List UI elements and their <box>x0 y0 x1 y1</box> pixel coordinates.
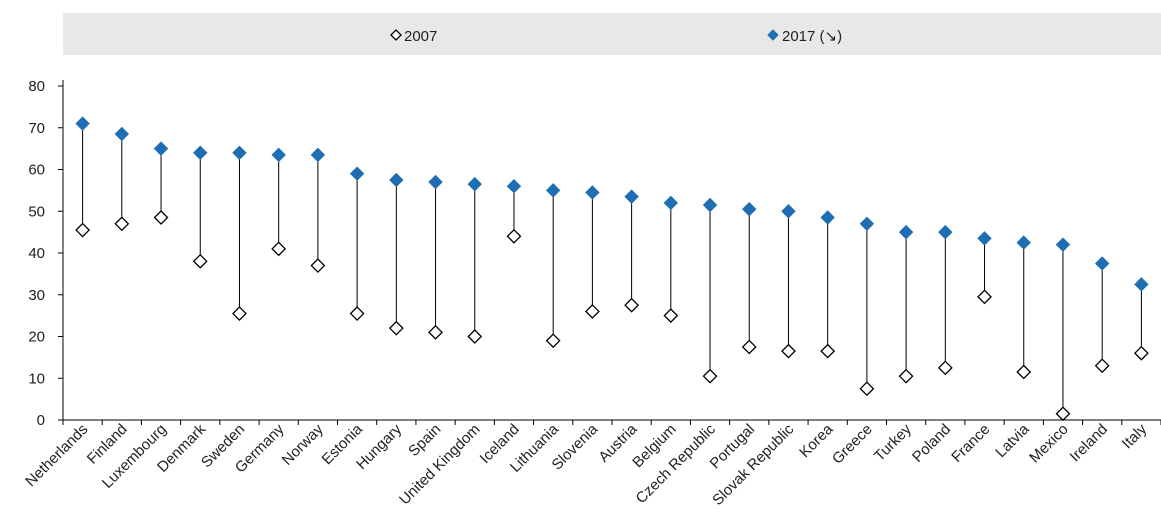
marker-2017 <box>1135 278 1148 291</box>
marker-2017 <box>1096 257 1109 270</box>
marker-2017 <box>76 117 89 130</box>
marker-2007 <box>1017 365 1030 378</box>
marker-2007 <box>939 361 952 374</box>
marker-2017 <box>194 146 207 159</box>
marker-2017 <box>743 203 756 216</box>
marker-2017 <box>390 173 403 186</box>
legend-label-2017: 2017 (↘) <box>782 28 842 45</box>
x-tick-label: Turkey <box>871 420 915 464</box>
marker-2017 <box>821 211 834 224</box>
connectors <box>83 124 1142 414</box>
marker-2017 <box>155 142 168 155</box>
y-axis-ticks: 0 10 20 30 40 50 60 70 80 <box>28 78 63 429</box>
marker-2017 <box>547 184 560 197</box>
marker-2007 <box>155 211 168 224</box>
marker-2007 <box>115 217 128 230</box>
marker-2017 <box>1056 238 1069 251</box>
marker-2017 <box>704 198 717 211</box>
marker-2007 <box>625 299 638 312</box>
marker-2017 <box>664 196 677 209</box>
marker-2007 <box>351 307 364 320</box>
marker-2007 <box>468 330 481 343</box>
marker-2017 <box>978 232 991 245</box>
x-tick-label: Greece <box>829 421 876 468</box>
y-tick-label: 10 <box>28 370 45 387</box>
marker-2007 <box>978 290 991 303</box>
marker-2007 <box>782 345 795 358</box>
marker-2007 <box>547 334 560 347</box>
marker-2017 <box>233 146 246 159</box>
x-tick-label: Mexico <box>1026 421 1072 467</box>
marker-2007 <box>743 340 756 353</box>
marker-2017 <box>860 217 873 230</box>
marker-2007 <box>76 224 89 237</box>
y-tick-label: 50 <box>28 203 45 220</box>
marker-2017 <box>468 178 481 191</box>
axes <box>63 80 1161 420</box>
marker-2017 <box>586 186 599 199</box>
y-tick-label: 80 <box>28 78 45 95</box>
marker-2007 <box>900 370 913 383</box>
x-tick-label: France <box>948 421 993 466</box>
marker-2017 <box>939 226 952 239</box>
x-tick-label: Ireland <box>1067 421 1111 465</box>
x-tick-label: Italy <box>1119 420 1151 452</box>
y-tick-label: 0 <box>37 412 45 429</box>
marker-2007 <box>1056 407 1069 420</box>
marker-2007 <box>272 242 285 255</box>
x-tick-label: Netherlands <box>22 421 91 490</box>
legend-background <box>63 13 1161 55</box>
marker-2007 <box>664 309 677 322</box>
marker-2017 <box>272 148 285 161</box>
y-tick-label: 30 <box>28 287 45 304</box>
y-tick-label: 40 <box>28 245 45 262</box>
marker-2007 <box>586 305 599 318</box>
marker-2017 <box>429 176 442 189</box>
x-tick-label: Norway <box>279 420 327 468</box>
marker-2007 <box>704 370 717 383</box>
marker-2007 <box>821 345 834 358</box>
marker-2017 <box>900 226 913 239</box>
marker-2017 <box>351 167 364 180</box>
y-tick-label: 70 <box>28 120 45 137</box>
marker-2017 <box>782 205 795 218</box>
marker-2017 <box>115 128 128 141</box>
marker-2017 <box>1017 236 1030 249</box>
marker-2007 <box>429 326 442 339</box>
marker-2007 <box>233 307 246 320</box>
legend-label-2007: 2007 <box>404 28 437 45</box>
marker-2007 <box>311 259 324 272</box>
marker-2007 <box>1096 359 1109 372</box>
series-2017-markers <box>76 117 1148 291</box>
x-tick-label: Poland <box>909 421 954 466</box>
marker-2017 <box>507 180 520 193</box>
y-tick-label: 60 <box>28 162 45 179</box>
marker-2017 <box>311 148 324 161</box>
marker-2007 <box>194 255 207 268</box>
marker-2007 <box>507 230 520 243</box>
marker-2007 <box>860 382 873 395</box>
x-axis-ticks: NetherlandsFinlandLuxembourgDenmarkSwede… <box>22 420 1161 509</box>
marker-2007 <box>1135 347 1148 360</box>
y-tick-label: 20 <box>28 329 45 346</box>
marker-2007 <box>390 322 403 335</box>
marker-2017 <box>625 190 638 203</box>
